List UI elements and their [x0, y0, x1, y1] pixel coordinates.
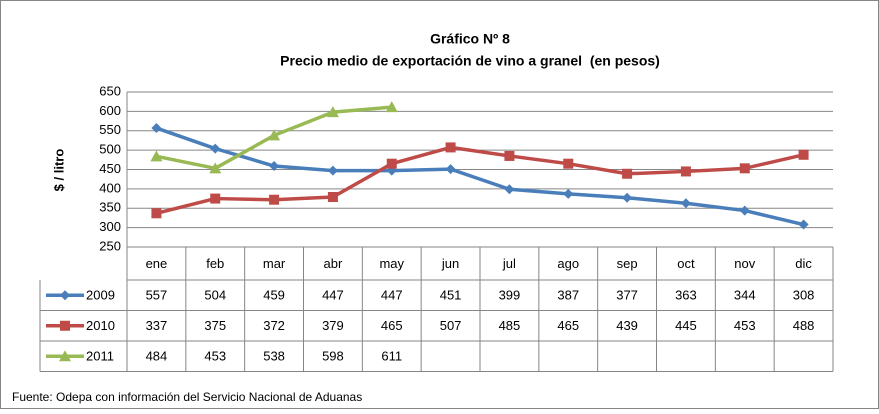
data-point: [327, 192, 338, 203]
table-value: 598: [322, 349, 344, 364]
x-tick-label: mar: [263, 256, 286, 271]
data-point: [680, 166, 691, 177]
table-value: 459: [263, 288, 285, 303]
y-tick-label: 250: [99, 238, 121, 253]
table-value: 344: [734, 288, 756, 303]
table-value: 375: [204, 318, 226, 333]
y-tick-label: 600: [99, 103, 121, 118]
data-point: [798, 149, 809, 160]
x-tick-label: ago: [557, 256, 579, 271]
data-point: [269, 194, 280, 205]
table-value: 439: [616, 318, 638, 333]
data-point: [445, 142, 456, 153]
x-tick-label: jun: [441, 256, 459, 271]
chart-subtitle: Precio medio de exportación de vino a gr…: [280, 53, 660, 69]
x-tick-label: nov: [734, 256, 755, 271]
table-value: 451: [440, 288, 462, 303]
y-axis-label: $ / litro: [51, 149, 66, 192]
table-value: 488: [793, 318, 815, 333]
data-point: [622, 168, 633, 179]
x-tick-label: abr: [324, 256, 343, 271]
table-value: 557: [146, 288, 168, 303]
data-point: [151, 123, 162, 134]
data-point: [209, 162, 222, 174]
data-point: [386, 158, 397, 169]
x-tick-label: dic: [795, 256, 812, 271]
y-tick-label: 400: [99, 180, 121, 195]
table-value: 379: [322, 318, 344, 333]
table-value: 504: [204, 288, 226, 303]
data-point: [445, 164, 456, 175]
data-point: [798, 219, 809, 230]
table-value: 465: [381, 318, 403, 333]
table-value: 453: [204, 349, 226, 364]
legend-label: 2009: [86, 288, 115, 303]
table-value: 611: [381, 349, 402, 364]
data-point: [622, 192, 633, 203]
x-tick-label: may: [379, 256, 404, 271]
legend-marker: [59, 350, 71, 362]
y-tick-label: 650: [99, 83, 121, 98]
table-value: 372: [263, 318, 285, 333]
data-point: [504, 184, 515, 195]
legend-marker: [60, 320, 70, 331]
table-value: 453: [734, 318, 756, 333]
y-tick-label: 300: [99, 219, 121, 234]
table-value: 387: [557, 288, 579, 303]
table-value: 484: [146, 349, 168, 364]
chart-title: Gráfico Nº 8: [430, 31, 510, 47]
data-point: [210, 193, 221, 204]
data-point: [151, 208, 162, 219]
series-line: [155, 145, 804, 215]
data-point: [327, 165, 338, 176]
data-point: [739, 205, 750, 216]
data-point: [268, 129, 281, 141]
table-value: 447: [322, 288, 344, 303]
y-tick-label: 500: [99, 142, 121, 157]
data-point: [504, 150, 515, 161]
data-point: [563, 158, 574, 169]
x-tick-label: ene: [146, 256, 168, 271]
legend-marker: [60, 290, 70, 301]
series-line: [155, 126, 804, 227]
data-point: [739, 163, 750, 174]
data-point: [269, 161, 280, 172]
data-point: [210, 143, 221, 154]
table-value: 363: [675, 288, 697, 303]
table-value: 377: [616, 288, 638, 303]
y-tick-label: 450: [99, 161, 121, 176]
legend-label: 2011: [86, 349, 114, 364]
source-note: Fuente: Odepa con información del Servic…: [12, 390, 362, 404]
legend-label: 2010: [86, 318, 115, 333]
x-tick-label: oct: [677, 256, 695, 271]
x-tick-label: sep: [617, 256, 638, 271]
data-point: [563, 188, 574, 199]
table-value: 507: [440, 318, 462, 333]
y-tick-label: 550: [99, 122, 121, 137]
table-value: 308: [793, 288, 815, 303]
table-value: 538: [263, 349, 285, 364]
data-point: [680, 198, 691, 209]
data-point: [385, 101, 398, 113]
table-value: 465: [557, 318, 579, 333]
data-point: [150, 150, 163, 162]
table-value: 485: [499, 318, 521, 333]
y-tick-label: 350: [99, 200, 121, 215]
table-value: 337: [146, 318, 168, 333]
table-value: 399: [499, 288, 521, 303]
data-point: [326, 106, 339, 118]
table-value: 445: [675, 318, 697, 333]
table-value: 447: [381, 288, 403, 303]
x-tick-label: jul: [502, 256, 516, 271]
x-tick-label: feb: [206, 256, 224, 271]
